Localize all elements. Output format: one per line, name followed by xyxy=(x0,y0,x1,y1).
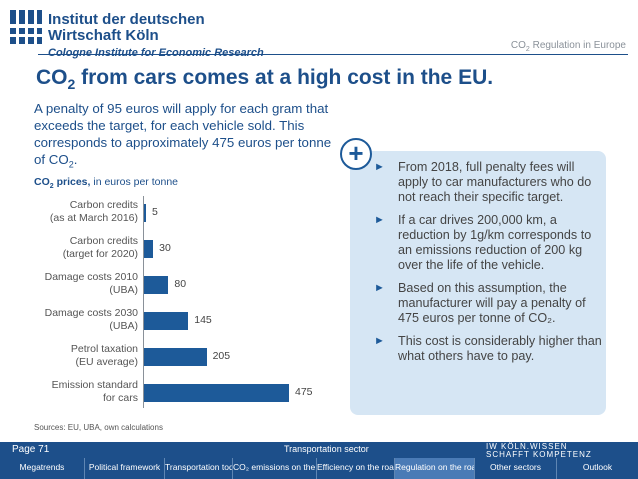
bullet-arrow-icon: ► xyxy=(374,161,385,173)
info-panel xyxy=(350,151,606,415)
bar-value-label: 145 xyxy=(194,314,212,326)
info-bullet: ► Based on this assumption, the manufactu… xyxy=(374,281,602,326)
bullet-arrow-icon: ► xyxy=(374,282,385,294)
plus-icon: + xyxy=(340,138,372,170)
bar xyxy=(144,384,289,402)
bar-category-label-line: (target for 2020) xyxy=(62,248,138,260)
iw-logo-icon xyxy=(8,10,44,44)
info-bullet: ► From 2018, full penalty fees will apply… xyxy=(374,160,602,205)
intro-text: A penalty of 95 euros will apply for eac… xyxy=(34,101,332,170)
nav-tab[interactable]: Other sectors xyxy=(475,458,557,479)
bar-value-label: 30 xyxy=(159,242,171,254)
chart-axis xyxy=(143,196,144,408)
bar xyxy=(144,204,146,222)
bar-category-label-line: Carbon credits xyxy=(69,199,138,211)
institute-name-line2: Wirtschaft Köln xyxy=(48,27,159,44)
institute-logo: Institut der deutschen Wirtschaft Köln C… xyxy=(8,6,264,59)
bar-category-label: Carbon credits (target for 2020) xyxy=(34,235,138,261)
slide-title: CO2 from cars comes at a high cost in th… xyxy=(36,66,494,93)
header-divider xyxy=(38,54,628,55)
bar-value-label: 205 xyxy=(212,350,231,362)
bar-category-label-line: Damage costs 2030 xyxy=(44,307,138,319)
section-nav: Megatrends Political framework Transportat… xyxy=(0,458,638,479)
section-heading: CO2 Regulation in Europe xyxy=(510,40,626,53)
footer-section-name: Transportation sector xyxy=(284,444,369,454)
bar xyxy=(144,240,154,258)
bullet-arrow-icon: ► xyxy=(374,214,385,226)
bar-category-label-line: Damage costs 2010 xyxy=(44,271,138,283)
co2-price-bar-chart: Carbon credits (as at March 2016) 5 Carbon … xyxy=(34,192,334,412)
nav-tab[interactable]: Efficiency on the road xyxy=(317,458,395,479)
footer-brand-line2: SCHAFFT KOMPETENZ xyxy=(486,450,592,459)
footer-brand-line1: IW KÖLN.WISSEN xyxy=(486,442,568,451)
nav-tab[interactable]: Megatrends xyxy=(0,458,85,479)
sources-note: Sources: EU, UBA, own calculations xyxy=(34,423,163,432)
info-bullet-list: ► From 2018, full penalty fees will apply… xyxy=(374,160,602,372)
bar-category-label-line: (UBA) xyxy=(109,284,138,296)
bar-category-label-line: (UBA) xyxy=(109,320,138,332)
info-bullet-text: If a car drives 200,000 km, a reduction … xyxy=(398,213,592,272)
bar-category-label: Damage costs 2030 (UBA) xyxy=(34,307,138,333)
bar-value-label: 475 xyxy=(295,386,313,398)
bar-category-label: Carbon credits (as at March 2016) xyxy=(34,199,138,225)
bullet-arrow-icon: ► xyxy=(374,335,385,347)
bar-category-label: Emission standard for cars xyxy=(34,379,138,405)
bar-value-label: 80 xyxy=(174,278,187,290)
nav-tab[interactable]: Outlook xyxy=(582,462,613,472)
nav-tab[interactable]: Political framework xyxy=(85,458,165,479)
chart-caption: CO2 prices, in euros per tonne xyxy=(34,176,178,191)
bar xyxy=(144,276,169,294)
bar-category-label: Petrol taxation (EU average) xyxy=(34,343,138,369)
page-number: Page 71 xyxy=(12,444,50,455)
nav-tab[interactable]: Regulation on the road xyxy=(395,458,475,479)
bar-category-label-line: Emission standard xyxy=(51,379,138,391)
bar-category-label-line: Petrol taxation xyxy=(70,343,138,355)
bar-category-label-line: Carbon credits xyxy=(69,235,138,247)
institute-name-line1: Institut der deutschen xyxy=(48,11,205,28)
info-bullet: ► This cost is considerably higher than w… xyxy=(374,334,602,364)
nav-tab[interactable]: CO₂ emissions on the road xyxy=(233,458,317,479)
nav-tab[interactable]: Transportation today xyxy=(165,458,233,479)
bar-category-label-line: (as at March 2016) xyxy=(49,212,138,224)
info-bullet: ► If a car drives 200,000 km, a reduction… xyxy=(374,213,602,273)
bar-category-label: Damage costs 2010 (UBA) xyxy=(34,271,138,297)
info-bullet-text: Based on this assumption, the manufactur… xyxy=(398,281,586,325)
footer-bar: Page 71 Transportation sector IW KÖLN.WI… xyxy=(0,442,638,459)
bar-category-label-line: for cars xyxy=(102,392,138,404)
info-bullet-text: This cost is considerably higher than wh… xyxy=(398,334,602,363)
bar-value-label: 5 xyxy=(152,206,158,218)
bar-category-label-line: (EU average) xyxy=(75,356,138,368)
bar xyxy=(144,348,207,366)
institute-subtitle: Cologne Institute for Economic Research xyxy=(48,47,264,59)
bar xyxy=(144,312,189,330)
info-bullet-text: From 2018, full penalty fees will apply … xyxy=(398,160,592,204)
